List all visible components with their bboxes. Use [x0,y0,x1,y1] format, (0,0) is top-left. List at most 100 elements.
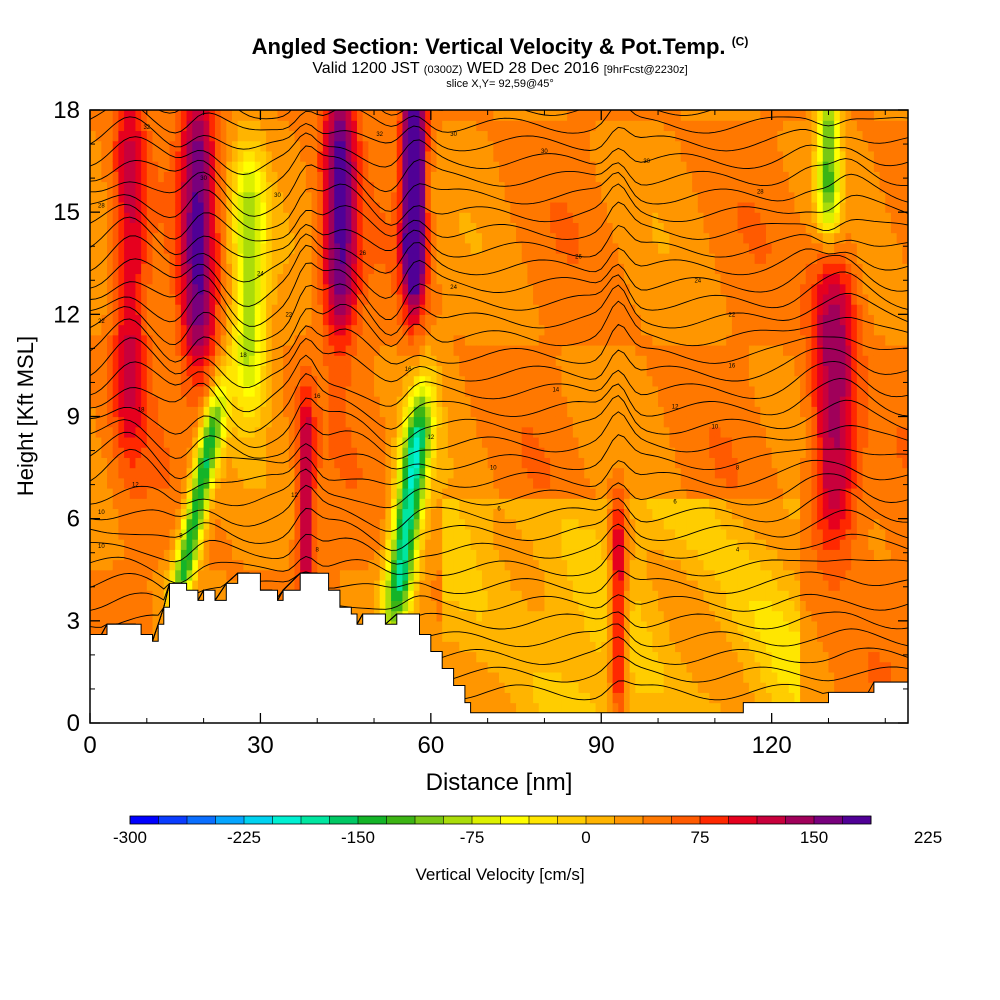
velocity-cell [334,283,341,295]
velocity-cell [169,508,176,520]
velocity-cell [510,488,517,499]
velocity-cell [527,620,534,632]
velocity-cell [277,498,284,510]
velocity-cell [385,579,392,591]
velocity-cell [550,600,557,612]
velocity-cell [300,253,307,264]
velocity-cell [129,181,137,193]
velocity-cell [339,457,347,469]
velocity-cell [453,171,460,183]
velocity-cell [464,518,472,530]
velocity-cell [95,375,102,387]
velocity-cell [300,263,307,275]
velocity-cell [158,590,165,601]
velocity-cell [356,528,364,540]
velocity-cell [379,334,386,346]
velocity-cell [305,120,313,132]
velocity-cell [396,232,404,244]
velocity-cell [396,283,404,295]
velocity-cell [533,130,540,142]
velocity-cell [90,161,97,172]
velocity-cell [356,569,364,581]
velocity-cell [220,467,227,479]
velocity-cell [129,508,137,520]
velocity-cell [152,314,159,326]
velocity-cell [436,549,443,561]
velocity-cell [499,161,506,172]
velocity-cell [510,324,517,336]
velocity-cell [464,569,472,581]
velocity-cell [317,508,324,520]
velocity-cell [232,457,239,469]
velocity-cell [356,232,364,244]
velocity-cell [300,314,307,326]
velocity-cell [385,263,392,275]
velocity-cell [436,324,443,336]
velocity-cell [362,232,369,244]
velocity-cell [510,171,517,183]
velocity-cell [351,396,358,407]
velocity-cell [197,324,205,336]
velocity-cell [101,590,108,601]
velocity-cell [124,610,131,622]
velocity-cell [521,222,528,234]
velocity-cell [180,539,188,550]
velocity-cell [328,508,335,520]
velocity-cell [476,436,483,448]
velocity-cell [152,569,159,581]
velocity-cell [447,447,455,458]
velocity-cell [135,201,142,213]
velocity-cell [345,467,352,479]
velocity-cell [288,549,296,561]
velocity-cell [141,447,148,458]
velocity-cell [169,518,176,530]
velocity-cell [328,263,335,275]
velocity-cell [328,579,335,591]
velocity-cell [152,396,159,407]
velocity-cell [266,120,273,132]
velocity-cell [141,201,148,213]
velocity-cell [442,518,449,530]
velocity-cell [374,232,381,244]
velocity-cell [95,416,102,428]
velocity-cell [214,477,222,489]
velocity-cell [266,334,273,346]
velocity-cell [175,447,182,458]
velocity-cell [544,130,551,142]
velocity-cell [453,508,460,520]
velocity-cell [538,375,546,387]
velocity-cell [538,365,546,377]
velocity-cell [356,590,364,601]
velocity-cell [436,528,443,540]
velocity-cell [459,314,466,326]
velocity-cell [374,375,381,387]
velocity-cell [408,539,415,550]
velocity-cell [425,212,432,223]
velocity-cell [186,283,193,295]
velocity-cell [214,549,222,561]
velocity-cell [135,396,142,407]
velocity-cell [379,232,386,244]
velocity-cell [447,559,455,571]
velocity-cell [288,539,296,550]
velocity-cell [243,498,250,510]
velocity-cell [305,150,313,162]
velocity-cell [220,416,227,428]
velocity-cell [339,161,347,172]
velocity-cell [175,375,182,387]
velocity-cell [249,283,256,295]
velocity-cell [493,324,500,336]
velocity-cell [266,406,273,418]
velocity-cell [317,528,324,540]
velocity-cell [101,498,108,510]
velocity-cell [356,447,364,458]
velocity-cell [260,406,267,418]
velocity-cell [481,579,489,591]
velocity-cell [260,344,267,356]
velocity-cell [288,467,296,479]
velocity-cell [442,181,449,193]
velocity-cell [152,528,159,540]
velocity-cell [254,314,262,326]
velocity-cell [300,467,307,479]
velocity-cell [271,406,279,418]
